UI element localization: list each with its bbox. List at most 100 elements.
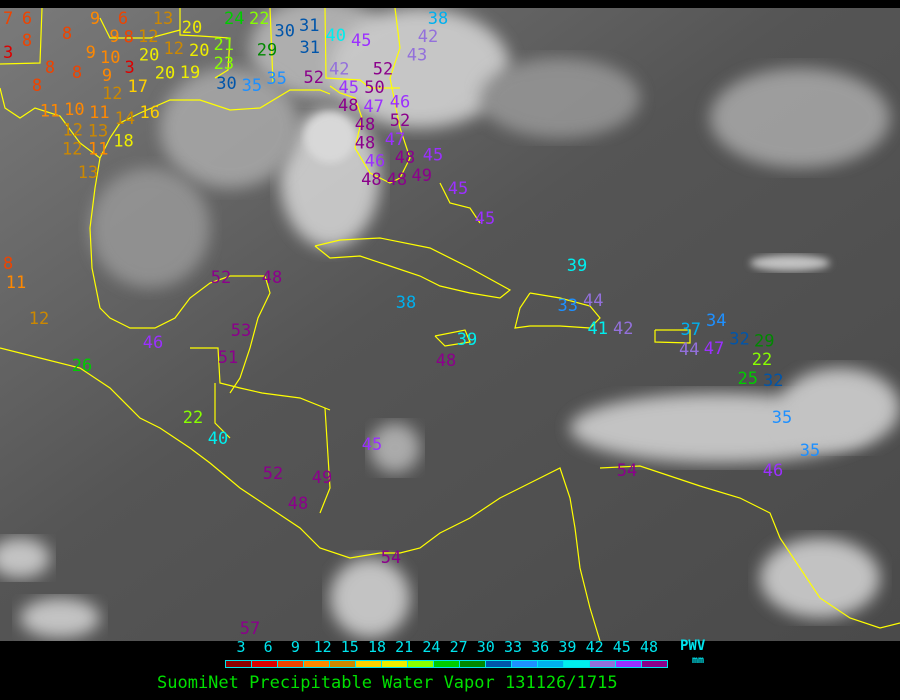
legend-tick: 3 (236, 638, 246, 656)
pwv-station-value: 48 (355, 115, 375, 135)
pwv-station-value: 19 (180, 63, 200, 83)
pwv-station-value: 18 (113, 132, 133, 152)
pwv-station-value: 16 (140, 103, 160, 123)
legend-unit-label: PWV (680, 638, 706, 654)
pwv-station-value: 20 (182, 18, 202, 38)
legend-tick: 21 (395, 638, 414, 656)
pwv-station-value: 9 (86, 43, 96, 63)
pwv-station-value: 20 (189, 41, 209, 61)
pwv-station-value: 9 (90, 9, 100, 29)
pwv-station-value: 45 (362, 435, 382, 455)
pwv-station-value: 8 (32, 76, 42, 96)
pwv-station-value: 8 (62, 24, 72, 44)
pwv-station-value: 45 (448, 179, 468, 199)
cloud-layer (0, 8, 900, 638)
pwv-station-value: 48 (387, 170, 407, 190)
legend-tick: 18 (367, 638, 387, 656)
pwv-station-value: 20 (155, 64, 175, 84)
legend-tick: 12 (313, 638, 332, 656)
pwv-station-value: 43 (407, 45, 427, 65)
pwv-station-value: 48 (288, 494, 308, 514)
pwv-station-value: 50 (364, 78, 384, 98)
pwv-station-value: 49 (412, 166, 432, 186)
pwv-station-value: 38 (428, 9, 448, 29)
pwv-station-value: 30 (274, 22, 294, 42)
pwv-station-value: 38 (396, 293, 416, 313)
map-title: SuomiNet Precipitable Water Vapor 131126… (157, 673, 618, 693)
pwv-station-value: 53 (231, 321, 251, 341)
pwv-station-value: 23 (214, 54, 234, 74)
pwv-station-value: 57 (240, 619, 260, 639)
pwv-station-value: 54 (617, 461, 637, 481)
legend-swatch (590, 661, 616, 667)
legend-unit: mm (692, 655, 705, 666)
legend-tick: 45 (612, 638, 631, 656)
pwv-station-value: 13 (88, 121, 108, 141)
legend-swatch (226, 661, 252, 667)
pwv-station-value: 45 (339, 78, 359, 98)
pwv-station-value: 51 (218, 348, 238, 368)
legend-tick: 39 (558, 638, 577, 656)
pwv-station-value: 10 (64, 100, 84, 120)
legend-tick: 36 (531, 638, 550, 656)
legend-swatch (564, 661, 590, 667)
pwv-station-value: 35 (800, 441, 820, 461)
legend-tick: 30 (476, 638, 495, 656)
pwv-station-value: 48 (355, 133, 375, 153)
pwv-station-value: 17 (127, 77, 147, 97)
pwv-station-value: 12 (62, 121, 82, 141)
pwv-station-value: 46 (763, 461, 783, 481)
pwv-station-value: 45 (475, 209, 495, 229)
coastlines (0, 8, 900, 641)
pwv-station-value: 48 (395, 148, 415, 168)
pwv-station-value: 25 (738, 369, 758, 389)
pwv-station-value: 40 (326, 26, 346, 46)
pwv-station-value: 42 (613, 319, 633, 339)
pwv-station-value: 20 (139, 45, 159, 65)
pwv-station-value: 22 (183, 408, 203, 428)
legend-tick: 6 (263, 638, 273, 656)
pwv-station-value: 34 (706, 311, 726, 331)
legend-swatch (460, 661, 486, 667)
pwv-station-value: 47 (704, 339, 724, 359)
pwv-station-value: 11 (88, 140, 108, 160)
pwv-station-value: 48 (338, 96, 358, 116)
legend-swatch (616, 661, 642, 667)
pwv-station-value: 46 (143, 333, 163, 353)
pwv-station-value: 45 (423, 145, 443, 165)
pwv-station-value: 39 (457, 330, 477, 350)
pwv-station-value: 8 (45, 58, 55, 78)
pwv-station-value: 22 (752, 350, 772, 370)
pwv-station-value: 26 (72, 356, 92, 376)
legend-tick: 9 (290, 638, 300, 656)
pwv-station-value: 40 (208, 429, 228, 449)
pwv-station-value: 3 (124, 58, 134, 78)
pwv-station-value: 52 (304, 68, 324, 88)
pwv-station-value: 31 (299, 16, 319, 36)
pwv-station-value: 22 (249, 9, 269, 29)
pwv-station-value: 39 (567, 256, 587, 276)
pwv-station-value: 33 (558, 296, 578, 316)
pwv-station-value: 48 (436, 351, 456, 371)
pwv-station-value: 42 (418, 27, 438, 47)
pwv-station-value: 12 (102, 84, 122, 104)
pwv-station-value: 32 (729, 329, 749, 349)
legend-color-bar (225, 660, 668, 668)
legend-swatch (486, 661, 512, 667)
pwv-station-value: 12 (164, 39, 184, 59)
pwv-station-value: 35 (266, 69, 286, 89)
pwv-station-value: 7 (3, 9, 13, 29)
legend-swatch (434, 661, 460, 667)
pwv-station-value: 45 (351, 31, 371, 51)
legend-tick: 33 (503, 638, 523, 656)
legend-swatch (642, 661, 667, 667)
legend-swatch (330, 661, 356, 667)
legend-tick: 24 (422, 638, 441, 656)
legend-tick: 15 (340, 638, 359, 656)
pwv-station-value: 11 (6, 273, 26, 293)
pwv-station-value: 8 (3, 254, 13, 274)
legend-swatch (304, 661, 330, 667)
legend-swatch (408, 661, 434, 667)
pwv-station-value: 54 (381, 548, 401, 568)
